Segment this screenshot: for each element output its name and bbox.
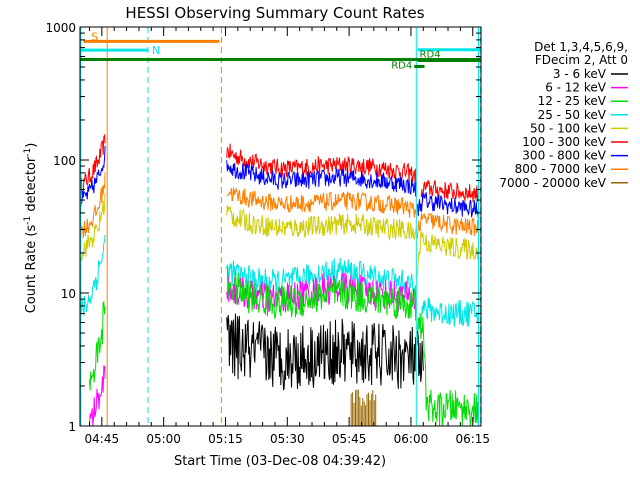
x-tick-label: 05:30 — [270, 432, 305, 446]
legend-label: 12 - 25 keV — [538, 94, 607, 108]
series-line — [80, 234, 106, 321]
series-line — [417, 230, 480, 277]
y-axis-label-part: ) — [24, 143, 39, 148]
y-tick-label: 1 — [68, 420, 76, 434]
instrument-markers: S N RD4 RD4 — [80, 27, 482, 426]
series-line — [80, 133, 106, 196]
chart-title: HESSI Observing Summary Count Rates — [125, 4, 424, 22]
y-tick-label: 10 — [61, 287, 76, 301]
x-tick-label: 05:00 — [146, 432, 181, 446]
series-line — [226, 266, 417, 321]
series-line — [417, 312, 480, 426]
series-line — [226, 257, 417, 306]
series-line — [89, 365, 106, 426]
series-line — [80, 172, 106, 240]
series-line — [226, 187, 417, 218]
y-axis-label-part: detector — [24, 156, 39, 216]
series-line — [226, 205, 417, 242]
legend-header: FDecim 2, Att 0 — [535, 53, 628, 67]
legend-label: 800 - 7000 keV — [515, 162, 607, 176]
series-line — [80, 145, 106, 208]
legend-label: 300 - 800 keV — [522, 149, 606, 163]
x-tick-label: 06:15 — [455, 432, 490, 446]
legend-label: 25 - 50 keV — [538, 108, 607, 122]
series-line — [226, 160, 417, 197]
flag-label: S — [91, 30, 98, 43]
series-line — [417, 212, 480, 239]
legend-header: Det 1,3,4,5,6,9, — [534, 40, 628, 54]
series-line — [417, 297, 480, 331]
series-line — [89, 300, 106, 391]
series-line — [420, 179, 480, 203]
series-line — [226, 313, 417, 392]
y-axis-label-part: -1 — [23, 148, 33, 157]
series-line — [226, 272, 417, 313]
plot-frame — [79, 26, 482, 427]
flag-label: RD4 — [420, 49, 441, 60]
legend: Det 1,3,4,5,6,9, FDecim 2, Att 0 3 - 6 k… — [499, 40, 628, 190]
legend-label: 6 - 12 keV — [545, 81, 607, 95]
y-axis-label-part: Count Rate (s — [24, 225, 39, 314]
y-axis-label: Count Rate (s-1 detector-1) — [23, 143, 39, 314]
y-axis-label-part: -1 — [23, 216, 33, 225]
x-axis: 04:45 05:00 05:15 05:30 05:45 06:00 06:15 — [85, 27, 490, 446]
legend-label: 50 - 100 keV — [530, 121, 607, 135]
legend-label: 3 - 6 keV — [553, 67, 607, 81]
plot-content — [80, 133, 480, 426]
series-line — [417, 330, 424, 382]
x-tick-label: 05:45 — [332, 432, 367, 446]
legend-label: 7000 - 20000 keV — [499, 176, 606, 190]
flag-label: RD4 — [391, 60, 412, 71]
x-tick-label: 05:15 — [208, 432, 243, 446]
series-line — [226, 143, 417, 184]
series-line — [80, 193, 106, 263]
legend-label: 100 - 300 keV — [522, 135, 606, 149]
x-tick-label: 04:45 — [85, 432, 120, 446]
y-tick-label: 1000 — [45, 21, 76, 35]
y-axis: 1 10 100 1000 — [45, 21, 481, 434]
flag-label: N — [152, 44, 160, 57]
y-tick-label: 100 — [53, 154, 76, 168]
x-axis-label: Start Time (03-Dec-08 04:39:42) — [174, 454, 386, 469]
series-line — [417, 192, 480, 218]
x-tick-label: 06:00 — [394, 432, 429, 446]
